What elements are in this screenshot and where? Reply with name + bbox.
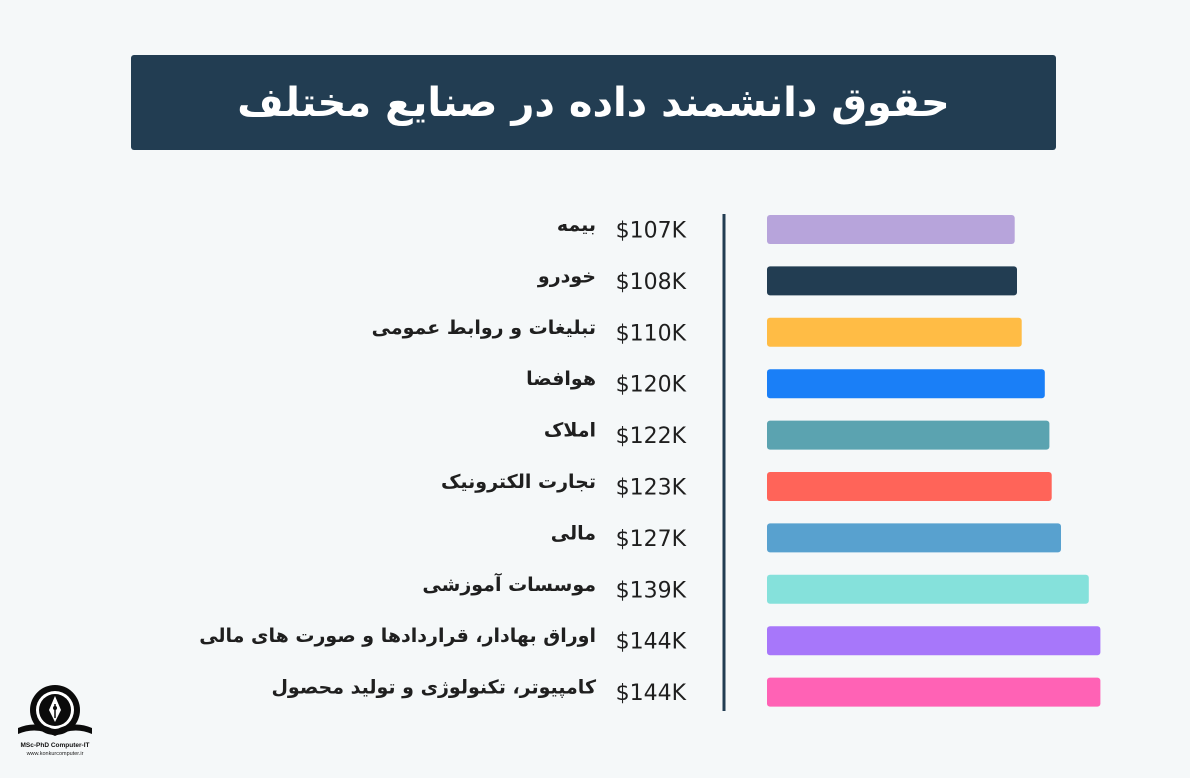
- title-banner: حقوق دانشمند داده در صنایع مختلف: [131, 55, 1056, 150]
- value-label-1: $108K: [616, 270, 687, 295]
- value-label-2: $110K: [616, 321, 687, 346]
- value-label-0: $107K: [616, 219, 687, 244]
- bar-1: [767, 266, 1017, 296]
- value-label-8: $144K: [616, 630, 687, 655]
- category-label-1: خودرو: [537, 265, 596, 287]
- value-label-4: $122K: [616, 424, 687, 449]
- value-label-5: $123K: [616, 476, 687, 501]
- bar-8: [767, 626, 1101, 656]
- category-label-8: اوراق بهادار، قراردادها و صورت های مالی: [199, 625, 596, 647]
- bar-3: [767, 369, 1045, 399]
- category-label-7: موسسات آموزشی: [422, 572, 596, 596]
- value-label-3: $120K: [616, 373, 687, 398]
- pen-book-icon: [18, 685, 92, 736]
- bar-9: [767, 677, 1101, 707]
- logo-url: www.konkurcomputer.ir: [26, 751, 84, 757]
- category-label-5: تجارت الکترونیک: [441, 471, 596, 493]
- value-label-6: $127K: [616, 527, 687, 552]
- logo-text: MSc-PhD Computer-IT: [20, 742, 90, 749]
- category-label-9: کامپیوتر، تکنولوژی و تولید محصول: [271, 677, 597, 699]
- bar-4: [767, 420, 1050, 450]
- category-label-2: تبلیغات و روابط عمومی: [372, 317, 596, 339]
- bar-0: [767, 215, 1015, 244]
- category-label-0: بیمه: [557, 214, 596, 236]
- bar-6: [767, 523, 1061, 553]
- category-label-6: مالی: [551, 522, 596, 544]
- chart-title: حقوق دانشمند داده در صنایع مختلف: [237, 79, 950, 126]
- bar-7: [767, 574, 1089, 604]
- category-label-3: هوافضا: [526, 368, 596, 390]
- value-label-9: $144K: [616, 681, 687, 706]
- bar-5: [767, 472, 1052, 501]
- value-label-7: $139K: [616, 578, 687, 603]
- category-label-4: املاک: [544, 420, 596, 442]
- bar-2: [767, 317, 1022, 347]
- brand-logo: MSc-PhD Computer-IT www.konkurcomputer.i…: [14, 680, 96, 770]
